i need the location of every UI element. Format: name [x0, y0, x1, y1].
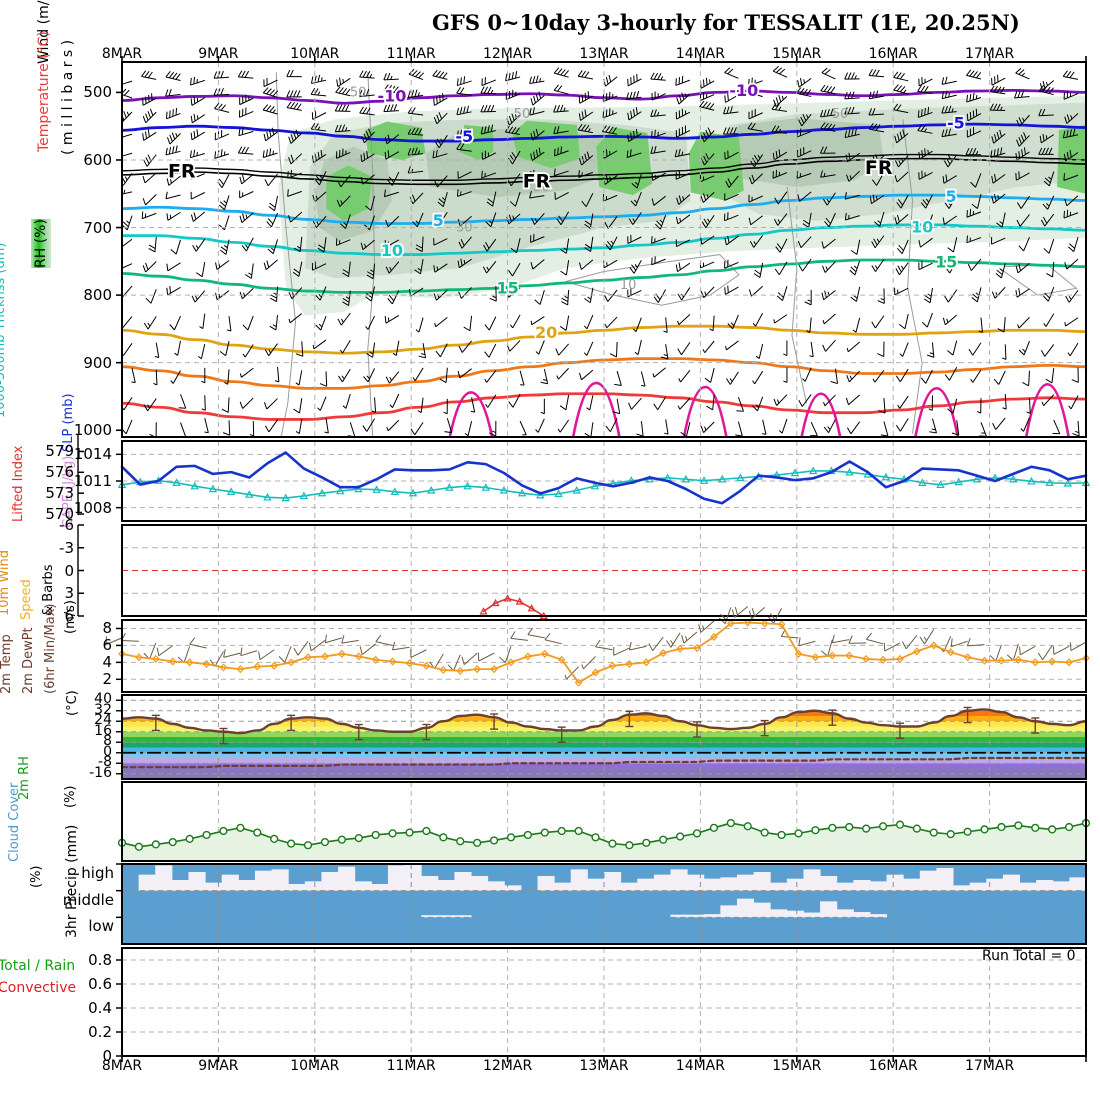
thickness-tick: 570 [45, 505, 74, 524]
wind-tick: 6 [102, 636, 112, 655]
slp-tick: 1011 [73, 472, 112, 490]
svg-text:50: 50 [514, 107, 531, 122]
cloud-row-label: low [88, 917, 114, 936]
svg-text:10: 10 [620, 278, 637, 293]
wind-tick: 4 [102, 653, 112, 672]
date-axis-bottom: 8MAR 9MAR 10MAR 11MAR 12MAR 13MAR 14MAR 15MAR 16… [0, 1058, 1100, 1078]
svg-text:10: 10 [911, 218, 933, 237]
precip-tick: 0.2 [88, 1023, 112, 1041]
thickness-tick: 576 [45, 463, 74, 482]
lifted-index-tick: 0 [64, 561, 74, 580]
date-label: 11MAR [386, 46, 436, 62]
svg-text:50: 50 [832, 107, 849, 122]
temp-tick: 40 [94, 691, 112, 708]
cloud-row-label: high [81, 864, 114, 883]
date-label: 13MAR [579, 1058, 629, 1074]
svg-text:-5: -5 [455, 127, 473, 146]
lifted-index-tick: 6 [64, 607, 74, 625]
page-title: GFS 0~10day 3-hourly for TESSALIT (1E, 2… [432, 10, 1020, 35]
slp-tick: 1008 [73, 498, 112, 517]
svg-text:-5: -5 [947, 113, 965, 132]
svg-text:5: 5 [433, 211, 444, 230]
temp-tick: 32 [94, 701, 112, 718]
date-label: 15MAR [772, 1058, 822, 1074]
svg-text:10: 10 [381, 241, 403, 260]
date-label: 16MAR [868, 1058, 918, 1074]
date-label: 9MAR [198, 46, 239, 62]
label-total-rain: Total / Rain [0, 958, 76, 974]
pressure-tick: 700 [83, 218, 112, 237]
temp-tick: 0 [103, 743, 112, 760]
temp-tick: -8 [98, 754, 112, 771]
svg-text:FR: FR [523, 171, 551, 193]
date-label: 10MAR [290, 1058, 340, 1074]
svg-text:FR: FR [168, 160, 196, 182]
svg-text:15: 15 [935, 253, 957, 272]
svg-text:-10: -10 [729, 81, 758, 100]
date-label: 14MAR [675, 46, 725, 62]
wind-tick: 2 [102, 670, 112, 689]
temp-tick: 24 [94, 712, 112, 729]
date-label: 13MAR [579, 46, 629, 62]
lifted-index-tick: 3 [64, 584, 74, 603]
precip-tick: 0.8 [88, 951, 112, 969]
run-total-annotation: Run Total = 0 [982, 948, 1076, 964]
date-label: 11MAR [386, 1058, 436, 1074]
temp-tick: 8 [103, 733, 112, 750]
thickness-tick: 579 [45, 442, 74, 461]
precip-tick: 0.6 [88, 975, 112, 993]
lifted-index-tick: -6 [59, 516, 74, 534]
precip-tick: 0.4 [88, 999, 112, 1017]
date-label: 8MAR [101, 46, 143, 62]
svg-text:-10: -10 [377, 86, 406, 105]
temp-tick: -16 [89, 764, 112, 781]
date-label: 14MAR [675, 1058, 725, 1074]
date-label: 10MAR [290, 46, 340, 62]
temp-tick: 16 [94, 722, 112, 739]
svg-text:5: 5 [945, 187, 956, 206]
svg-text:50: 50 [350, 85, 367, 100]
pressure-tick: 1000 [73, 421, 112, 440]
cloud-row-label: middle [62, 890, 114, 909]
date-label: 17MAR [964, 46, 1015, 62]
slp-tick: 1014 [73, 445, 112, 464]
label-convective: Convective [0, 980, 77, 996]
svg-text:20: 20 [535, 323, 557, 342]
pressure-tick: 500 [83, 83, 112, 102]
wind-tick: 8 [102, 619, 112, 638]
date-label: 12MAR [482, 46, 533, 62]
date-label: 8MAR [101, 1058, 143, 1074]
svg-text:30: 30 [533, 180, 550, 195]
thickness-tick: 573 [45, 484, 74, 503]
pressure-tick: 600 [83, 150, 112, 169]
date-label: 9MAR [198, 1058, 239, 1074]
date-label: 12MAR [482, 1058, 533, 1074]
pressure-tick: 900 [83, 353, 112, 372]
precip-tick: 0 [102, 1047, 112, 1065]
lifted-index-tick: -3 [59, 538, 74, 557]
pressure-tick: 800 [83, 286, 112, 305]
date-axis-top: 8MAR 9MAR 10MAR 11MAR 12MAR 13MAR 14MAR 15MAR 16… [0, 46, 1100, 66]
date-label: 16MAR [868, 46, 918, 62]
date-label: 15MAR [772, 46, 822, 62]
date-label: 17MAR [964, 1058, 1015, 1074]
